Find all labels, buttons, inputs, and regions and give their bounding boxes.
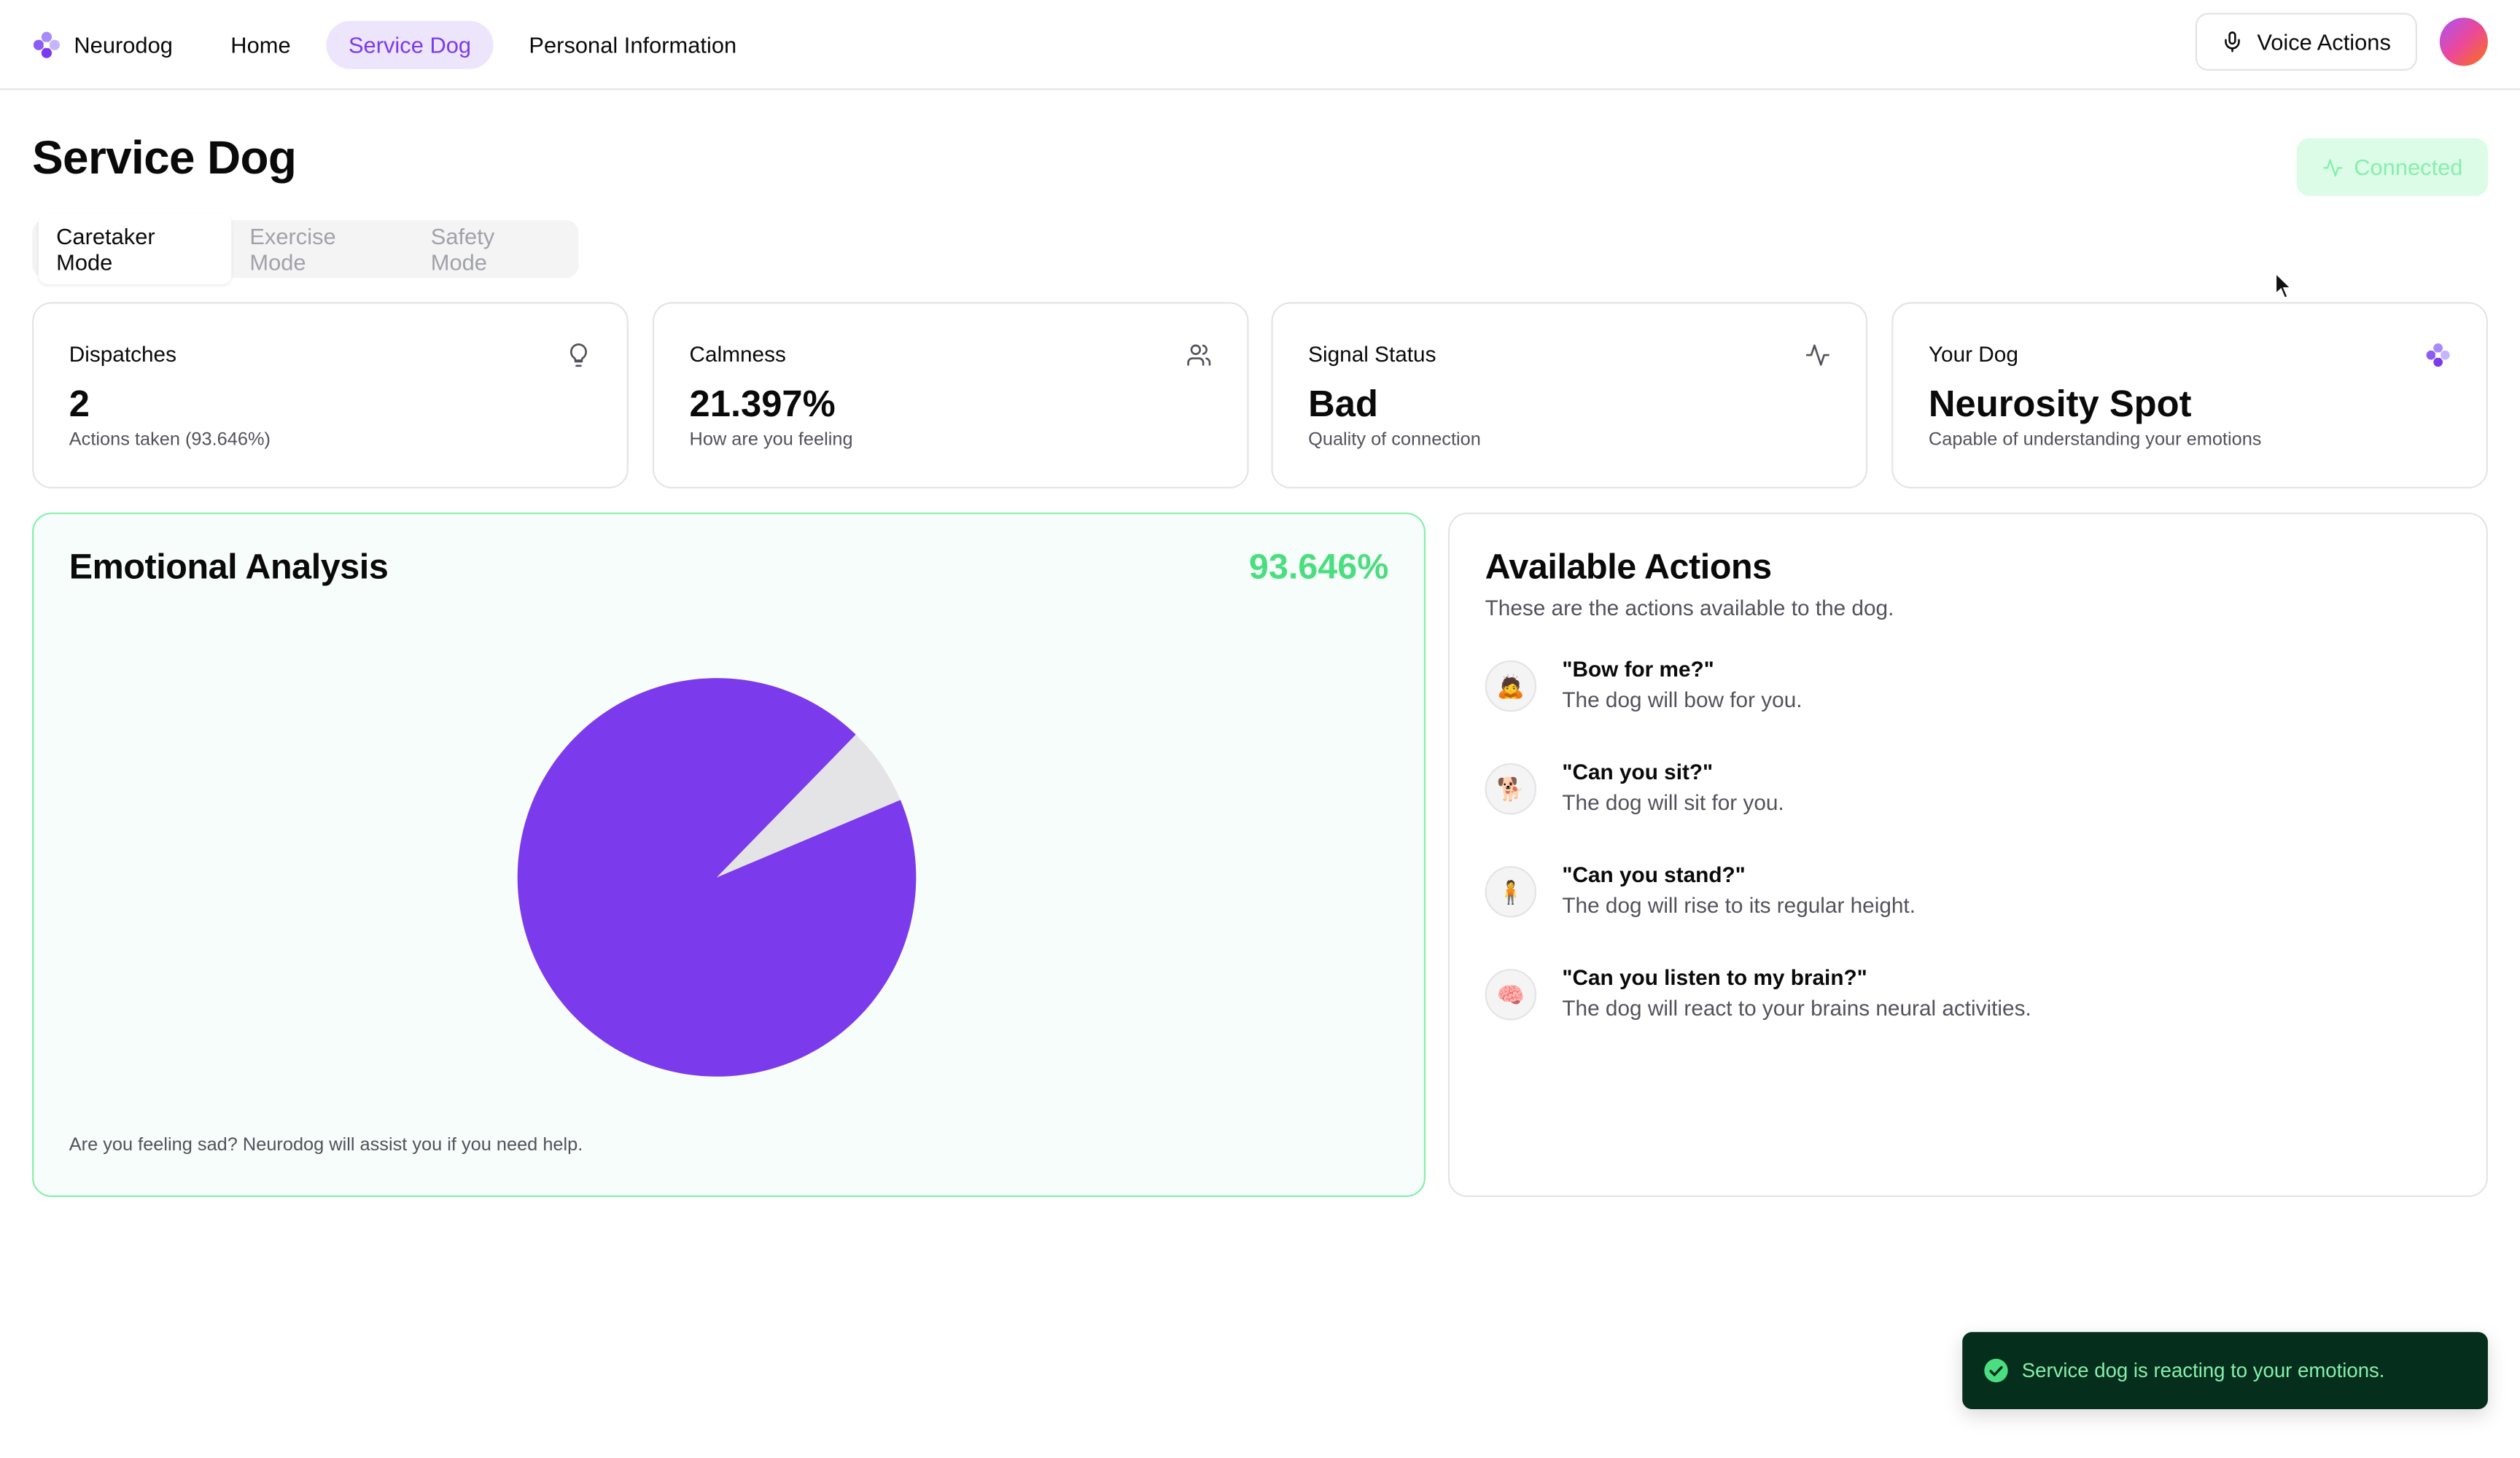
activity-icon: [2322, 158, 2342, 176]
nav-service-dog[interactable]: Service Dog: [326, 20, 494, 69]
tab-caretaker-mode[interactable]: Caretaker Mode: [38, 214, 233, 285]
stat-title: Your Dog: [1928, 342, 2018, 367]
nav-personal-information[interactable]: Personal Information: [529, 31, 737, 58]
emotional-analysis-percentage: 93.646%: [1248, 546, 1389, 587]
stat-card-your-dog: Your Dog Neurosity Spot Capable of under…: [1891, 302, 2488, 489]
action-command: "Can you listen to my brain?": [1562, 965, 1867, 990]
toast-notification[interactable]: Service dog is reacting to your emotions…: [1962, 1332, 2488, 1409]
pie-slice-0: [517, 678, 917, 1077]
action-item-stand[interactable]: 🧍 "Can you stand?" The dog will rise to …: [1485, 862, 2449, 937]
mouse-cursor-icon: [2274, 271, 2293, 300]
action-item-bow[interactable]: 🙇 "Bow for me?" The dog will bow for you…: [1485, 657, 2449, 731]
stat-value: 21.397%: [689, 382, 836, 424]
users-icon: [1187, 344, 1211, 366]
stat-card-signal-status: Signal Status Bad Quality of connection: [1271, 302, 1868, 489]
action-item-sit[interactable]: 🐕 "Can you sit?" The dog will sit for yo…: [1485, 760, 2449, 834]
stat-card-calmness: Calmness 21.397% How are you feeling: [652, 302, 1249, 489]
stat-card-dispatches: Dispatches 2 Actions taken (93.646%): [32, 302, 629, 489]
action-description: The dog will bow for you.: [1562, 687, 1802, 712]
brand[interactable]: Neurodog: [32, 30, 173, 59]
tab-safety-mode[interactable]: Safety Mode: [430, 223, 495, 275]
stat-subtitle: Quality of connection: [1308, 430, 1481, 451]
stand-icon: 🧍: [1485, 866, 1537, 918]
action-description: The dog will rise to its regular height.: [1562, 893, 1916, 918]
neurodog-logo-icon: [33, 31, 60, 58]
emotional-analysis-note: Are you feeling sad? Neurodog will assis…: [69, 1136, 583, 1155]
dog-sit-icon: 🐕: [1485, 763, 1537, 815]
emotional-analysis-card: Emotional Analysis 93.646% Are you feeli…: [32, 512, 1426, 1198]
stat-title: Calmness: [689, 342, 786, 367]
voice-actions-label: Voice Actions: [2257, 28, 2391, 55]
action-item-listen-brain[interactable]: 🧠 "Can you listen to my brain?" The dog …: [1485, 965, 2449, 1040]
stat-value: 2: [69, 382, 90, 424]
action-description: The dog will react to your brains neural…: [1562, 996, 2031, 1021]
check-circle-icon: [1984, 1358, 2008, 1383]
connected-button[interactable]: Connected: [2296, 138, 2488, 196]
voice-actions-button[interactable]: Voice Actions: [2195, 12, 2417, 71]
action-description: The dog will sit for you.: [1562, 790, 1784, 815]
toast-message: Service dog is reacting to your emotions…: [2021, 1359, 2385, 1382]
stat-subtitle: Actions taken (93.646%): [69, 430, 271, 451]
mode-tabs: Caretaker Mode Exercise Mode Safety Mode: [32, 214, 579, 285]
top-navbar: Neurodog Home Service Dog Personal Infor…: [0, 0, 2520, 90]
connected-label: Connected: [2354, 154, 2463, 180]
stat-subtitle: Capable of understanding your emotions: [1928, 430, 2262, 451]
pie-slice-1: [717, 734, 901, 878]
nav-home[interactable]: Home: [230, 31, 291, 58]
avatar[interactable]: [2439, 17, 2488, 66]
brand-name: Neurodog: [74, 31, 173, 58]
stat-title: Signal Status: [1308, 342, 1436, 367]
action-command: "Can you sit?": [1562, 760, 1714, 784]
activity-icon: [1805, 344, 1829, 366]
stat-title: Dispatches: [69, 342, 177, 367]
available-actions-card: Available Actions These are the actions …: [1447, 512, 2488, 1198]
stat-subtitle: How are you feeling: [689, 430, 853, 451]
action-command: "Can you stand?": [1562, 862, 1746, 887]
available-actions-title: Available Actions: [1485, 546, 1773, 587]
page-title: Service Dog: [32, 133, 297, 185]
tab-exercise-mode[interactable]: Exercise Mode: [249, 223, 336, 275]
neurodog-logo-icon: [2426, 343, 2450, 367]
bow-icon: 🙇: [1485, 660, 1537, 712]
nav-links: Home Service Dog Personal Information: [208, 20, 771, 69]
emotional-analysis-title: Emotional Analysis: [69, 546, 389, 587]
microphone-icon: [2225, 31, 2241, 52]
stat-value: Neurosity Spot: [1928, 382, 2192, 424]
lightbulb-icon: [569, 343, 587, 367]
stat-value: Bad: [1308, 382, 1378, 424]
emotion-pie-chart: [517, 678, 917, 1077]
action-command: "Bow for me?": [1562, 657, 1714, 682]
brain-icon: 🧠: [1485, 969, 1537, 1021]
available-actions-subtitle: These are the actions available to the d…: [1485, 596, 1894, 620]
